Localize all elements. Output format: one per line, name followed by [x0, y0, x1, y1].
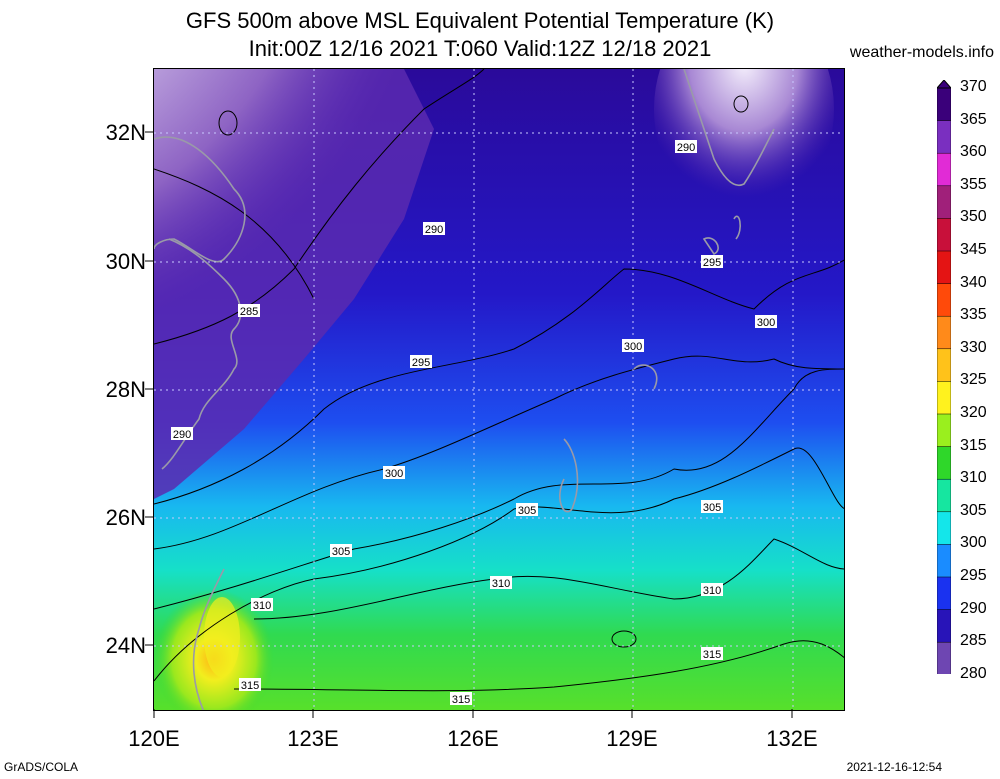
site-credit: weather-models.info [849, 44, 994, 61]
contour-label: 290 [425, 224, 443, 236]
lon-label: 132E [766, 726, 818, 751]
contour-label: 305 [703, 502, 721, 514]
colorbar-max-arrow [937, 80, 951, 89]
colorbar-label: 355 [960, 175, 987, 193]
contour-label: 315 [703, 649, 721, 661]
lon-label: 123E [287, 726, 339, 751]
colorbar [937, 80, 951, 674]
lat-label: 32N [105, 120, 146, 145]
contour-label: 300 [624, 341, 642, 353]
contour-label: 290 [677, 142, 695, 154]
contour-label: 295 [703, 257, 721, 269]
colorbar-label: 295 [960, 567, 987, 584]
footer-timestamp: 2021-12-16-12:54 [846, 760, 942, 774]
contour-label-group: 290 285 290 290 295 295 300 300 300 305 … [171, 140, 777, 706]
colorbar-swatch [937, 413, 951, 448]
colorbar-swatch [937, 250, 951, 285]
japan-cold-region [654, 69, 834, 219]
contour-label: 305 [518, 505, 536, 517]
colorbar-label: 305 [960, 501, 987, 519]
lat-label: 28N [105, 377, 146, 402]
cold-core [154, 69, 434, 359]
lat-label: 24N [105, 633, 146, 658]
lon-label: 120E [128, 726, 180, 751]
contour-label: 310 [253, 600, 271, 612]
colorbar-label: 340 [960, 273, 987, 291]
colorbar-swatch [937, 185, 951, 220]
colorbar-swatch [937, 576, 951, 611]
colorbar-swatch [937, 315, 951, 350]
colorbar-swatch [937, 348, 951, 383]
contour-label: 315 [452, 694, 470, 706]
colorbar-label: 325 [960, 371, 987, 389]
colorbar-label: 315 [960, 436, 987, 454]
colorbar-label: 370 [960, 78, 987, 95]
lon-label: 129E [606, 726, 658, 751]
colorbar-label: 330 [960, 338, 987, 356]
lat-label: 30N [105, 249, 146, 274]
contour-label: 285 [240, 306, 258, 318]
contour-label: 300 [757, 317, 775, 329]
colorbar-label: 335 [960, 306, 987, 324]
colorbar-label: 285 [960, 632, 987, 650]
colorbar-swatch [937, 218, 951, 252]
contour-label: 300 [385, 468, 403, 480]
colorbar-swatch [937, 544, 951, 578]
coastlines [154, 69, 775, 710]
lon-label: 126E [447, 726, 499, 751]
contour-label: 315 [241, 680, 259, 692]
map-subtitle: Init:00Z 12/16 2021 T:060 Valid:12Z 12/1… [248, 36, 712, 61]
contour-label: 305 [332, 546, 350, 558]
colorbar-swatch [937, 478, 951, 513]
lat-label: 26N [105, 505, 146, 530]
footer-credit: GrADS/COLA [4, 760, 79, 774]
colorbar-label: 310 [960, 469, 987, 487]
colorbar-label: 290 [960, 599, 987, 617]
colorbar-swatch [937, 381, 951, 415]
colorbar-label: 360 [960, 143, 987, 161]
colorbar-swatch [937, 283, 951, 317]
map-field: 290 285 290 290 295 295 300 300 300 305 … [154, 69, 844, 710]
map-title: GFS 500m above MSL Equivalent Potential … [185, 8, 775, 33]
colorbar-label: 280 [960, 664, 987, 682]
graticule [154, 69, 844, 710]
colorbar-swatch [937, 641, 951, 674]
y-ticks [145, 131, 153, 646]
contour-label: 295 [412, 357, 430, 369]
contour-label: 310 [492, 578, 510, 590]
contour-label: 310 [703, 585, 721, 597]
colorbar-label: 350 [960, 208, 987, 226]
contour-label: 290 [173, 429, 191, 441]
colorbar-label: 365 [960, 110, 987, 128]
colorbar-swatch [937, 152, 951, 187]
colorbar-swatch [937, 511, 951, 546]
colorbar-label: 300 [960, 534, 987, 552]
map-panel: 290 285 290 290 295 295 300 300 300 305 … [153, 68, 845, 711]
contour-lines [154, 69, 844, 692]
colorbar-swatch [937, 120, 951, 154]
x-ticks [153, 709, 793, 718]
colorbar-label: 345 [960, 241, 987, 258]
colorbar-swatch [937, 87, 951, 122]
colorbar-swatch [937, 609, 951, 643]
colorbar-swatch [937, 446, 951, 480]
colorbar-label: 320 [960, 404, 987, 421]
